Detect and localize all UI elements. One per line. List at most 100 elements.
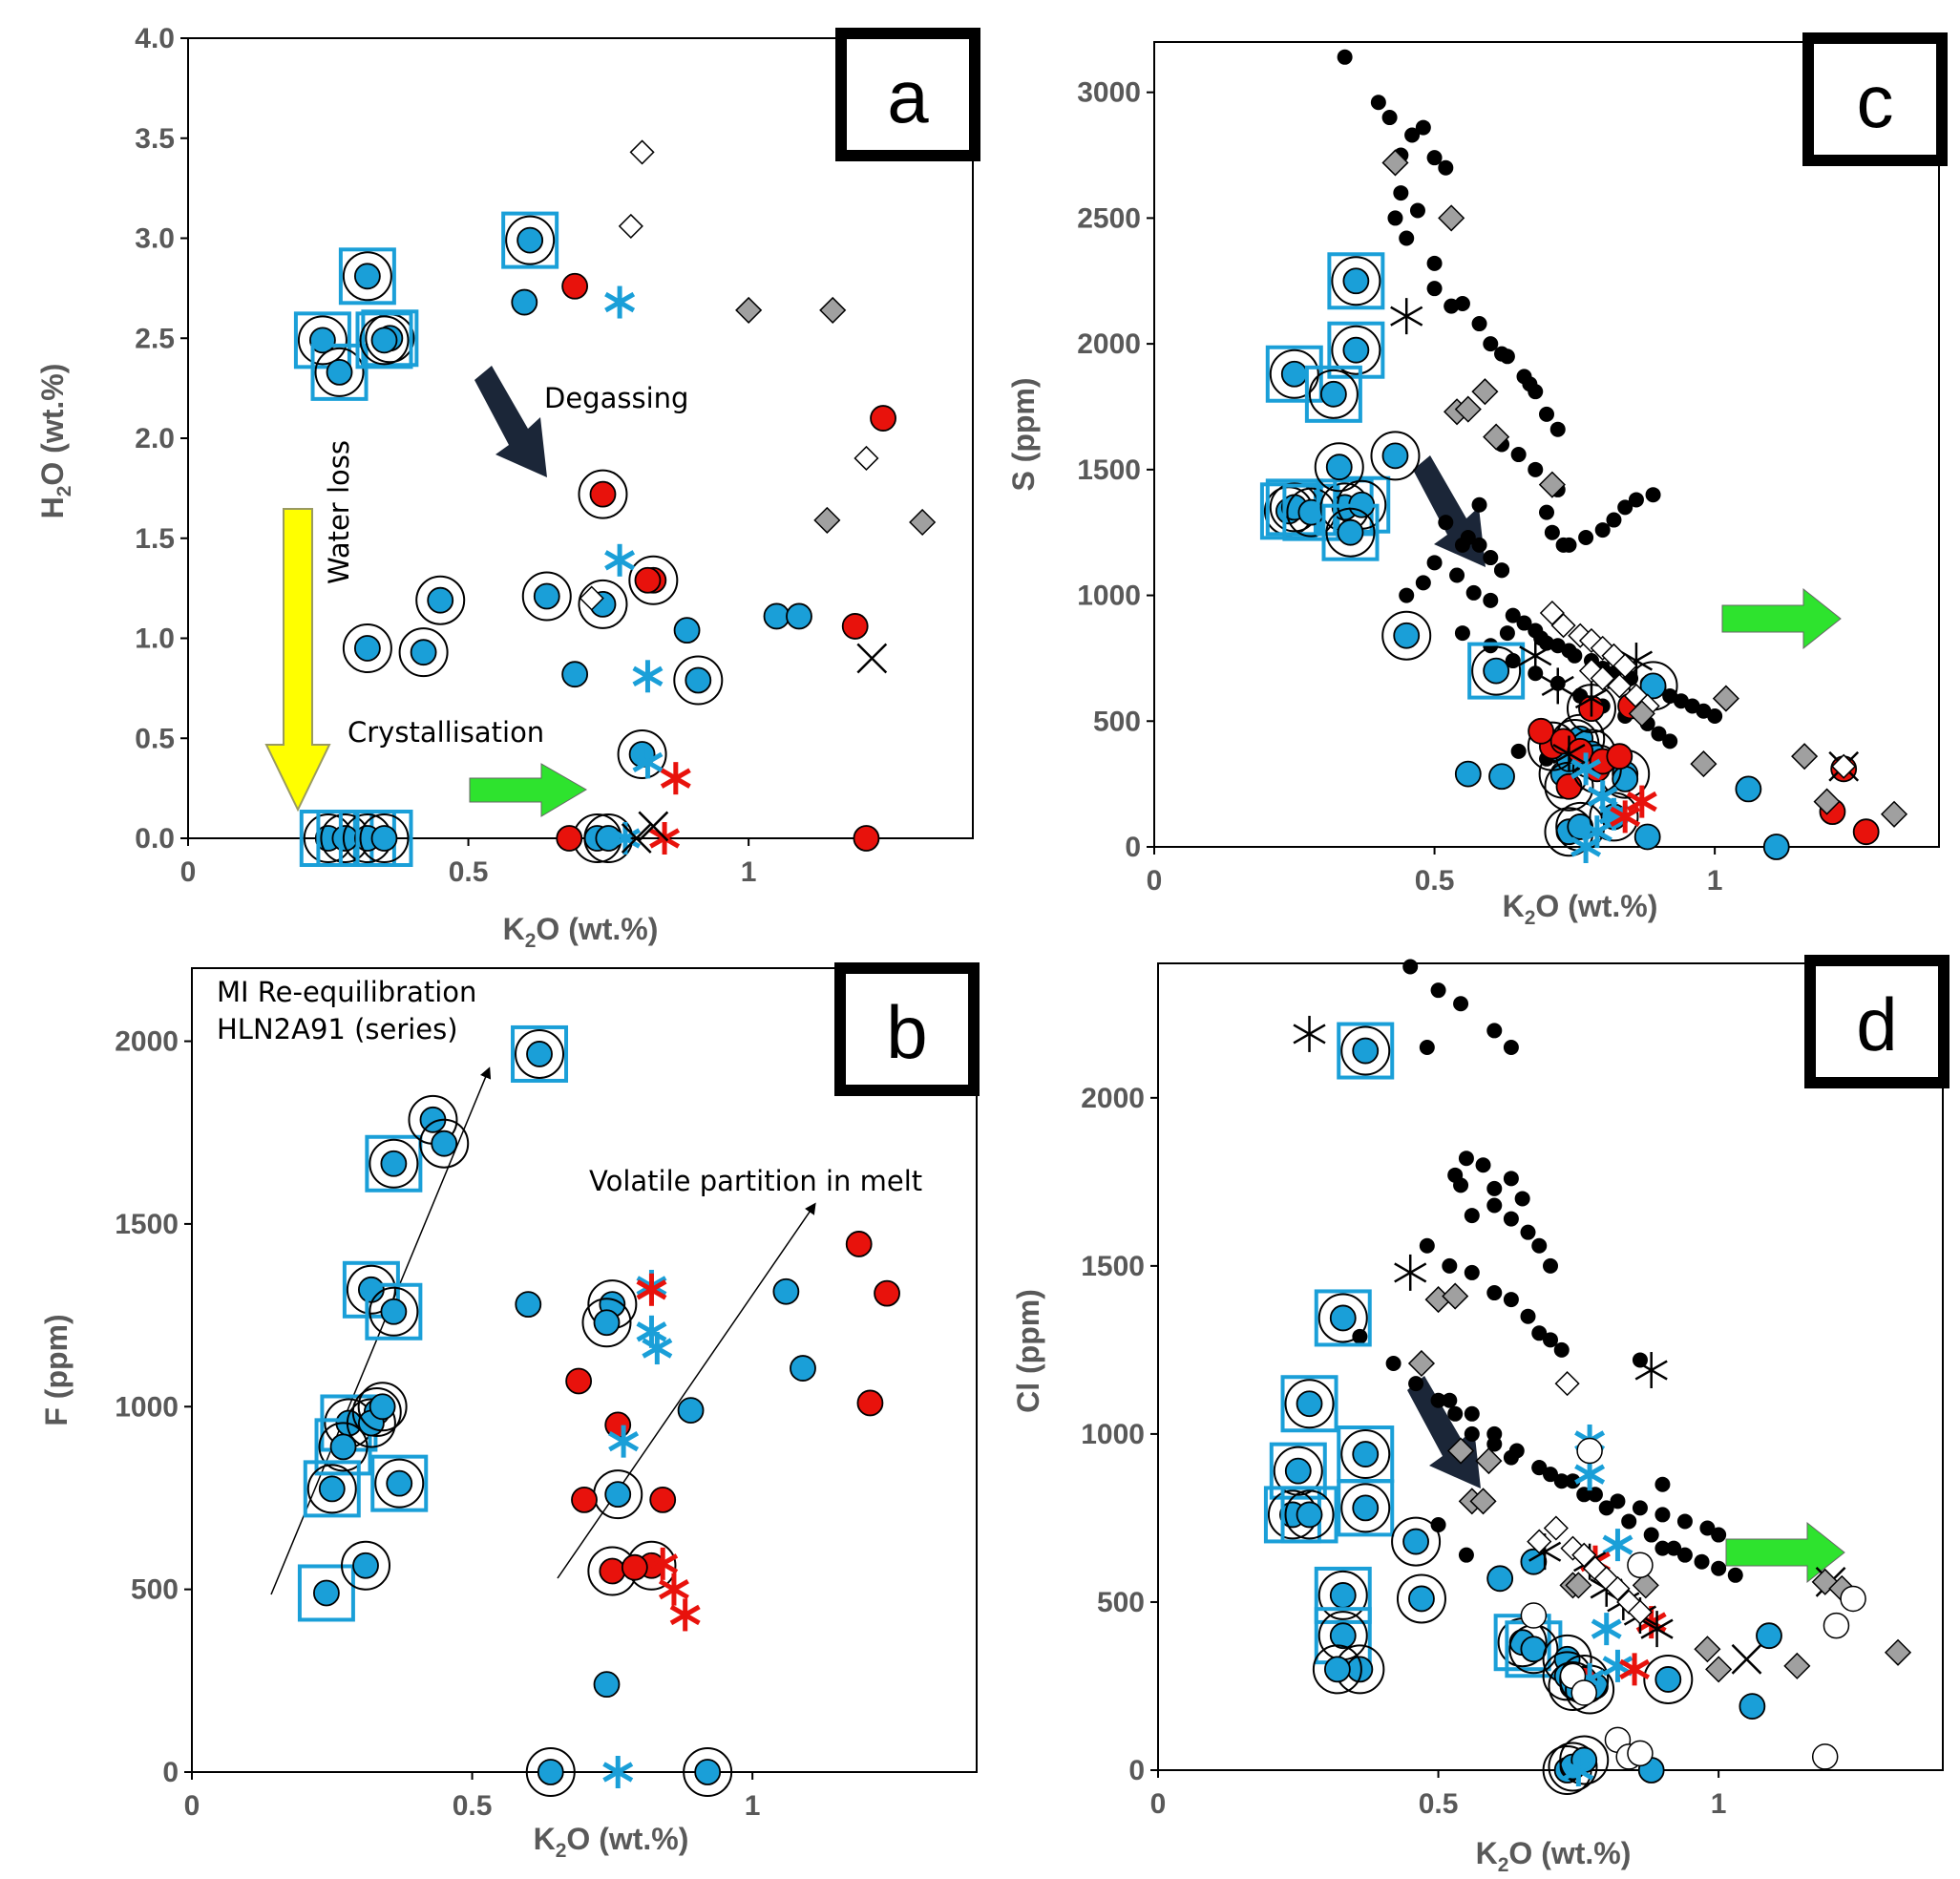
black-dot-point — [1549, 421, 1566, 437]
ring-marker — [1559, 1735, 1610, 1785]
blue-circle-point — [673, 617, 701, 644]
gray-diamond-point — [1880, 800, 1908, 828]
black-dot-point — [1553, 1341, 1570, 1358]
blue-circle-point — [1329, 1582, 1357, 1609]
red-asterisk-point-stroke — [669, 1604, 701, 1626]
y-tick-label: 2500 — [1077, 202, 1141, 234]
black-dot-point — [1483, 336, 1499, 352]
red-asterisk-point — [647, 1547, 679, 1580]
black-dot-point — [1544, 524, 1560, 540]
blue-asterisk-point-stroke — [1574, 1464, 1606, 1485]
black-dot-point — [1543, 1257, 1558, 1274]
open-circle-point — [1811, 1743, 1839, 1770]
black-asterisk-point-stroke — [1574, 687, 1609, 709]
black-dot-point — [1578, 529, 1594, 545]
panel-d-letter-box — [1804, 955, 1949, 1088]
black-dot-point — [1654, 1476, 1671, 1492]
series-red-asterisk — [1610, 785, 1657, 834]
black-dot-point — [1606, 512, 1622, 528]
blue-circle-point — [1352, 1441, 1380, 1467]
black-dot-point — [1520, 1308, 1536, 1324]
red-asterisk-point — [658, 1573, 689, 1606]
blue-circle-point — [515, 1291, 542, 1319]
blue-asterisk-point-stroke — [1602, 1534, 1633, 1555]
blue-circle-point — [561, 661, 589, 688]
panel-a: H2O (wt.%) K2O (wt.%) Degassing Water lo… — [35, 28, 980, 952]
black-cross-point — [1731, 1643, 1762, 1675]
black-dot-point — [1567, 647, 1583, 664]
black-dot-point — [1503, 1040, 1519, 1056]
black-asterisk-point-stroke — [1519, 645, 1552, 666]
blue-circle-point — [1762, 834, 1790, 860]
black-dot-point — [1464, 1405, 1480, 1422]
blue-asterisk-point — [1570, 752, 1602, 786]
blue-circle-point — [1296, 1390, 1323, 1418]
black-dot-point — [1393, 185, 1409, 201]
black-dot-point — [1543, 1467, 1558, 1483]
black-dot-point — [1707, 708, 1723, 725]
x-tick-label: 0.5 — [1419, 1788, 1459, 1820]
blue-circle-point — [1325, 454, 1353, 481]
series-black-dot — [1352, 959, 1743, 1583]
open-diamond-point — [1543, 1515, 1569, 1541]
blue-circle-point — [595, 825, 622, 852]
ring-marker — [1273, 1446, 1323, 1496]
ring-marker — [1284, 1379, 1335, 1429]
black-dot-point — [1565, 1473, 1581, 1489]
blue-circle-point — [386, 1469, 413, 1497]
water-loss-label: Water loss — [323, 440, 355, 584]
black-asterisk-point — [1640, 1611, 1674, 1648]
gray-diamond-point — [1628, 700, 1655, 728]
red-asterisk-point-stroke — [1626, 791, 1657, 813]
black-dot-point — [1727, 1567, 1743, 1583]
black-cross-point-stroke — [856, 643, 888, 674]
blue-circle-point — [1296, 1501, 1323, 1529]
ring-marker — [1269, 348, 1319, 399]
series-blue-circled-boxed — [303, 1024, 569, 1518]
black-dot-point — [1528, 461, 1544, 477]
box-marker — [1327, 321, 1385, 379]
blue-circle-point — [1756, 1622, 1782, 1650]
y-tick-label: 1500 — [1077, 454, 1141, 486]
black-dot-point — [1621, 1513, 1637, 1530]
panel-d-green-arrow — [1725, 1521, 1845, 1584]
blue-asterisk-point — [1563, 1754, 1594, 1786]
ring-marker — [628, 555, 679, 605]
black-dot-point — [1475, 1157, 1491, 1173]
black-dot-point — [1453, 1177, 1469, 1193]
red-asterisk-point — [660, 762, 691, 795]
ring-marker — [1331, 325, 1381, 375]
series-gray-diamond — [735, 296, 937, 537]
y-tick-label: 0 — [162, 1757, 179, 1788]
black-dot-point — [1426, 281, 1443, 297]
black-dot-point — [1643, 1527, 1659, 1543]
panel-c-marks: 0 0.5 1 0 500 1000 1500 2000 2500 3000 — [1077, 49, 1908, 897]
blue-circle-point — [790, 1355, 816, 1382]
panel-d-ylabel: Cl (ppm) — [1011, 1289, 1045, 1413]
blue-asterisk-point-stroke — [1591, 1618, 1622, 1639]
black-dot-point — [1399, 587, 1415, 603]
ring-marker — [1284, 1489, 1335, 1540]
black-dot-point — [1645, 487, 1661, 503]
panel-a-letter: a — [887, 54, 929, 138]
black-dot-point — [1419, 1040, 1435, 1056]
black-dot-point — [1447, 1405, 1464, 1422]
ring-marker — [581, 1298, 632, 1348]
ring-marker — [1643, 1654, 1694, 1704]
blue-circle-point — [1284, 1457, 1312, 1485]
black-asterisk-point — [1634, 1352, 1668, 1389]
red-circle-point — [604, 1411, 632, 1439]
box-marker — [1321, 503, 1380, 561]
black-dot-point — [1505, 653, 1521, 669]
black-dot-point — [1442, 1392, 1458, 1408]
red-asterisk-point — [1619, 1653, 1651, 1686]
black-dot-point — [1460, 529, 1476, 545]
black-asterisk-point-stroke — [1390, 306, 1423, 327]
x-tick-label: 0 — [184, 1790, 200, 1822]
blue-asterisk-point-stroke — [602, 1762, 634, 1783]
red-circle-point — [1606, 743, 1633, 771]
red-circle-point — [571, 1486, 598, 1513]
black-cross-point-stroke — [638, 811, 669, 842]
y-tick-label: 1000 — [1077, 581, 1141, 612]
black-dot-point — [1471, 537, 1487, 553]
